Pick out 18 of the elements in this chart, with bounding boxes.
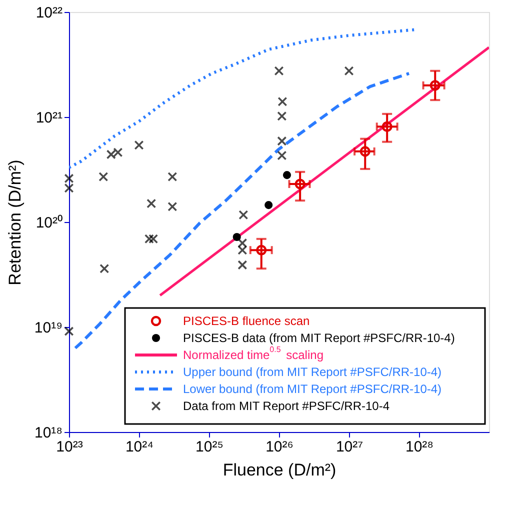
y-tick-label: 10²¹	[36, 110, 62, 126]
x-tick-label: 10²⁴	[125, 438, 154, 456]
legend-label: PISCES-B data (from MIT Report #PSFC/RR-10-4)	[183, 331, 455, 345]
y-tick-label: 10²²	[36, 4, 62, 22]
x-tick-label: 10²⁸	[405, 438, 434, 456]
x-tick-label: 10²⁷	[336, 438, 364, 456]
legend-label: Lower bound (from MIT Report #PSFC/RR-10-4)	[183, 382, 442, 396]
y-tick-label: 10¹⁹	[34, 320, 62, 336]
legend-label: PISCES-B fluence scan	[183, 314, 310, 328]
x-tick-label: 10²³	[56, 438, 83, 456]
y-tick-label: 10²⁰	[36, 214, 62, 232]
y-axis-title: Retention (D/m²)	[5, 160, 24, 286]
x-tick-label: 10²⁶	[266, 438, 294, 456]
legend-label: Upper bound (from MIT Report #PSFC/RR-10-4)	[183, 365, 442, 379]
legend-label: Data from MIT Report #PSFC/RR-10-4	[183, 399, 390, 413]
y-tick-label: 10¹⁸	[34, 424, 62, 442]
x-axis-title: Fluence (D/m²)	[222, 460, 336, 480]
x-tick-label: 10²⁵	[196, 438, 224, 456]
